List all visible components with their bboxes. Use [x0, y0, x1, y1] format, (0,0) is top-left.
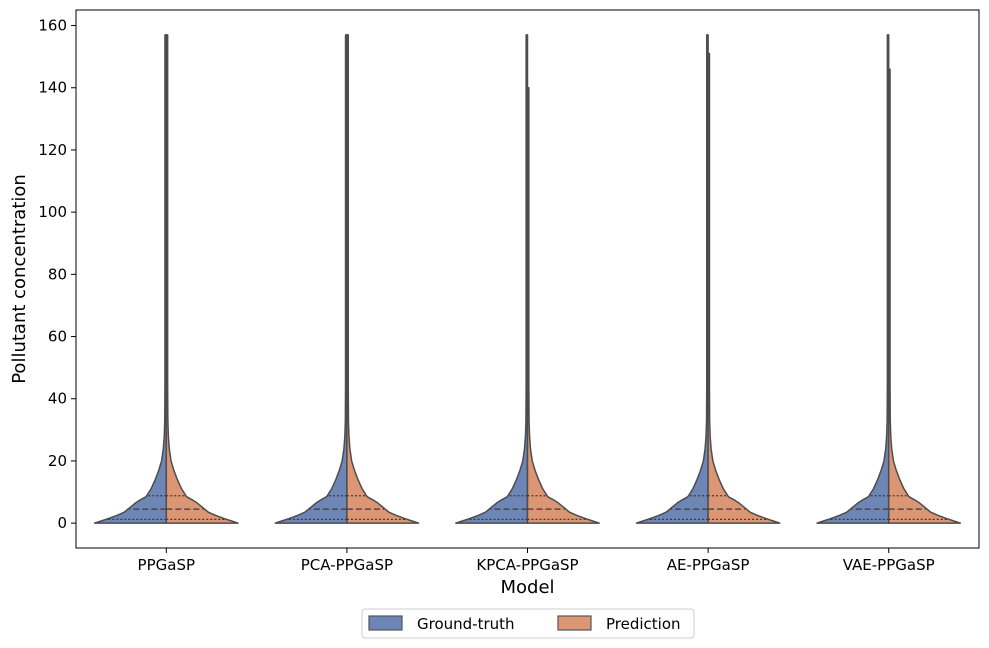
y-axis-label: Pollutant concentration: [9, 174, 30, 384]
violin-prediction-2: [526, 86, 600, 524]
x-tick-label: KPCA-PPGaSP: [476, 556, 578, 574]
y-tick-label: 80: [48, 265, 67, 283]
violin-prediction-0: [165, 34, 239, 524]
x-tick-label: PPGaSP: [138, 556, 195, 574]
x-tick-label: AE-PPGaSP: [667, 556, 750, 574]
violin-ground-truth-2: [455, 34, 529, 524]
x-tick-label: VAE-PPGaSP: [843, 556, 935, 574]
violin-ground-truth-3: [635, 34, 709, 524]
y-tick-label: 60: [48, 328, 67, 346]
y-tick-label: 100: [38, 203, 67, 221]
legend-label-prediction: Prediction: [606, 615, 681, 633]
violin-ground-truth-0: [93, 34, 168, 524]
y-tick-label: 40: [48, 390, 67, 408]
y-tick-label: 120: [38, 141, 67, 159]
violin-prediction-1: [346, 34, 420, 524]
y-tick-label: 0: [57, 514, 67, 532]
x-axis-label: Model: [500, 577, 554, 598]
legend-frame: [361, 608, 695, 639]
legend-label-ground-truth: Ground-truth: [417, 615, 515, 633]
violin-ground-truth-4: [816, 34, 890, 524]
violin-ground-truth-1: [274, 34, 348, 524]
legend-swatch-ground-truth: [368, 615, 403, 631]
legend: Ground-truth Prediction: [361, 608, 695, 639]
x-tick-label: PCA-PPGaSP: [301, 556, 393, 574]
y-tick-label: 160: [38, 17, 67, 35]
violin-group: [93, 34, 962, 524]
y-axis: 0 20 40 60 80 100 120 140 160: [38, 17, 76, 532]
y-tick-label: 140: [38, 79, 67, 97]
y-tick-label: 20: [48, 452, 67, 470]
legend-swatch-prediction: [557, 615, 592, 631]
violin-prediction-3: [707, 52, 781, 524]
violin-prediction-4: [887, 68, 962, 524]
x-axis: PPGaSP PCA-PPGaSP KPCA-PPGaSP AE-PPGaSP VAE-…: [138, 548, 935, 574]
